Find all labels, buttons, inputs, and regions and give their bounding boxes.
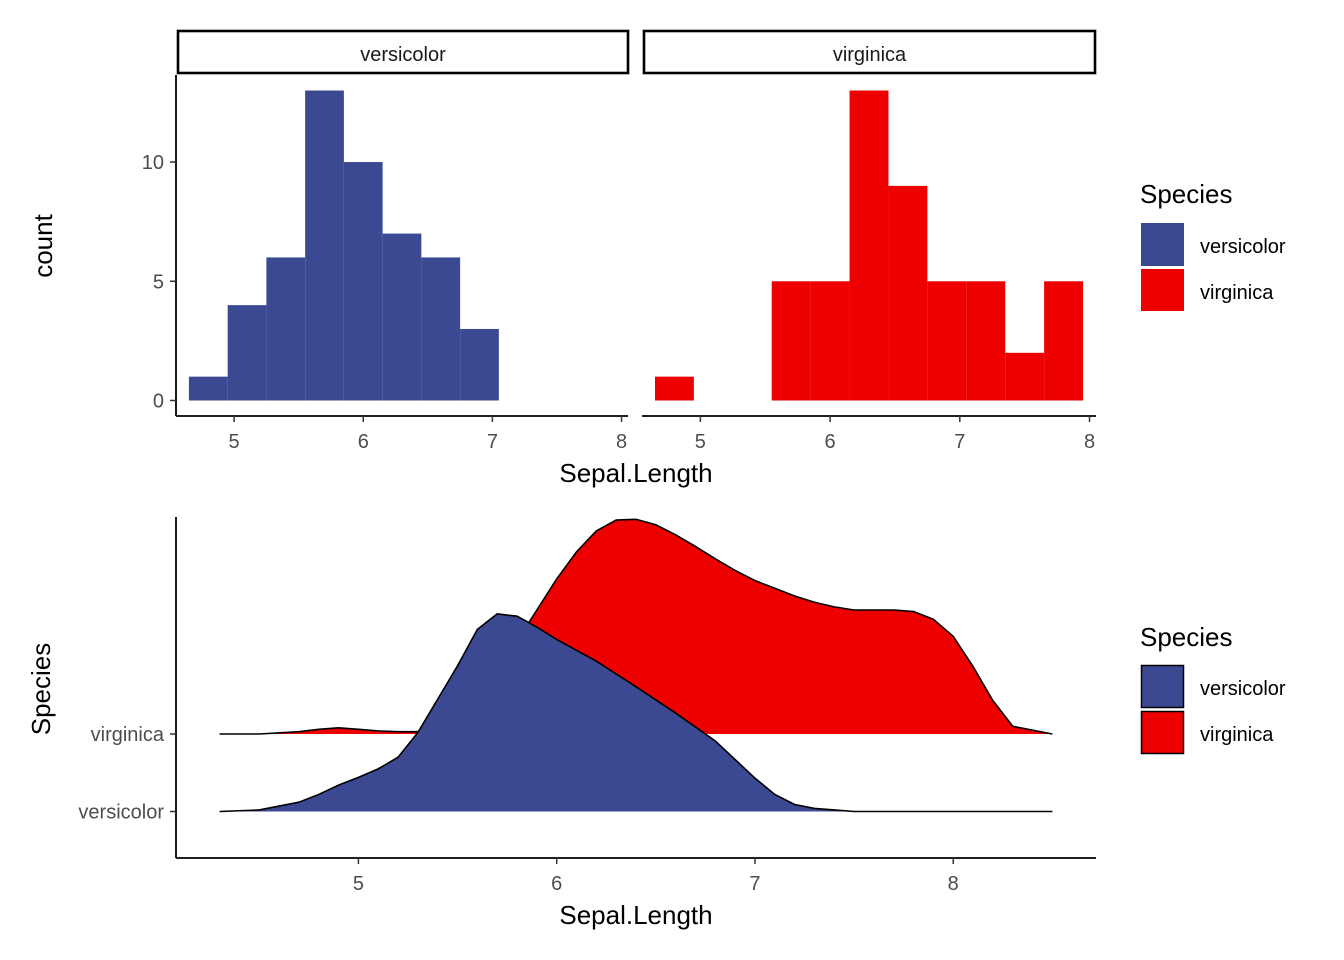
- histogram-bar: [1005, 352, 1045, 401]
- facet-strip-versicolor: [176, 29, 630, 75]
- histogram-bars: [188, 90, 1084, 401]
- legend-title: Species: [1140, 179, 1233, 209]
- histogram-bar: [305, 90, 344, 401]
- facet-strip-label: virginica: [833, 44, 907, 66]
- legend-bottom: Species versicolor virginica: [1140, 622, 1286, 755]
- histogram-bar: [654, 376, 694, 401]
- x-tick-label: 5: [229, 431, 240, 453]
- ridge-outline-virginica: [219, 518, 1053, 735]
- x-tick-label: 6: [551, 873, 562, 895]
- histogram-bar: [810, 281, 850, 401]
- facet-strip-virginica: [642, 29, 1097, 75]
- facet-strip-label: versicolor: [360, 44, 446, 66]
- legend-top: Species versicolor virginica: [1140, 179, 1286, 311]
- x-tick-label: 5: [695, 431, 706, 453]
- legend-label-versicolor: versicolor: [1200, 236, 1286, 258]
- x-tick-label: 7: [954, 431, 965, 453]
- legend-key-virginica: [1140, 710, 1185, 755]
- ridge-area-virginica: [219, 519, 1053, 734]
- legend-key-versicolor: [1140, 664, 1185, 709]
- histogram-bar: [343, 162, 383, 401]
- histogram-bar: [227, 305, 267, 401]
- x-tick-label: 6: [825, 431, 836, 453]
- histogram-bar: [188, 376, 228, 401]
- x-axis-title: Sepal.Length: [559, 900, 712, 930]
- histogram-bar: [966, 281, 1006, 401]
- legend-key-virginica: [1141, 269, 1184, 311]
- y-tick-label: 5: [153, 271, 164, 293]
- legend-label-virginica: virginica: [1200, 282, 1274, 304]
- x-tick-label: 8: [948, 873, 959, 895]
- y-axis-title: count: [28, 213, 58, 277]
- x-tick-label: 6: [358, 431, 369, 453]
- x-tick-label: 8: [616, 431, 627, 453]
- ridge-outline-versicolor: [219, 613, 1053, 813]
- ridgeline-ticks: 5 6 7 8 versicolor virginica: [78, 724, 958, 895]
- histogram-bar: [849, 90, 889, 401]
- ridgeline-chart: 5 6 7 8 versicolor virginica Sepal.Length Spe…: [26, 517, 1286, 930]
- histogram-chart: versicolor virginica 5 6 7 8 0 5 10 5 6 7 8 Sepal.…: [28, 29, 1286, 488]
- legend-title: Species: [1140, 622, 1233, 652]
- y-tick-label: 0: [153, 391, 164, 413]
- histogram-bar: [382, 233, 422, 401]
- histogram-bar: [421, 257, 461, 401]
- histogram-bar: [927, 281, 967, 401]
- x-tick-label: 8: [1084, 431, 1095, 453]
- y-axis-title: Species: [26, 643, 56, 736]
- y-tick-label: versicolor: [78, 802, 164, 824]
- histogram-ticks: 5 6 7 8 0 5 10 5 6 7 8: [142, 152, 1095, 453]
- legend-key-versicolor: [1141, 223, 1184, 266]
- ridgeline-areas: [219, 518, 1053, 813]
- histogram-bar: [888, 185, 928, 401]
- y-tick-label: virginica: [91, 724, 165, 746]
- y-tick-label: 10: [142, 152, 164, 174]
- legend-label-virginica: virginica: [1200, 724, 1274, 746]
- histogram-bar: [1044, 281, 1084, 401]
- x-axis-title: Sepal.Length: [559, 458, 712, 488]
- histogram-bar: [266, 257, 306, 401]
- ridge-area-versicolor: [219, 613, 1053, 812]
- x-tick-label: 5: [353, 873, 364, 895]
- histogram-bar: [460, 328, 499, 401]
- histogram-bar: [771, 281, 811, 401]
- x-tick-label: 7: [749, 873, 760, 895]
- legend-label-versicolor: versicolor: [1200, 678, 1286, 700]
- x-tick-label: 7: [487, 431, 498, 453]
